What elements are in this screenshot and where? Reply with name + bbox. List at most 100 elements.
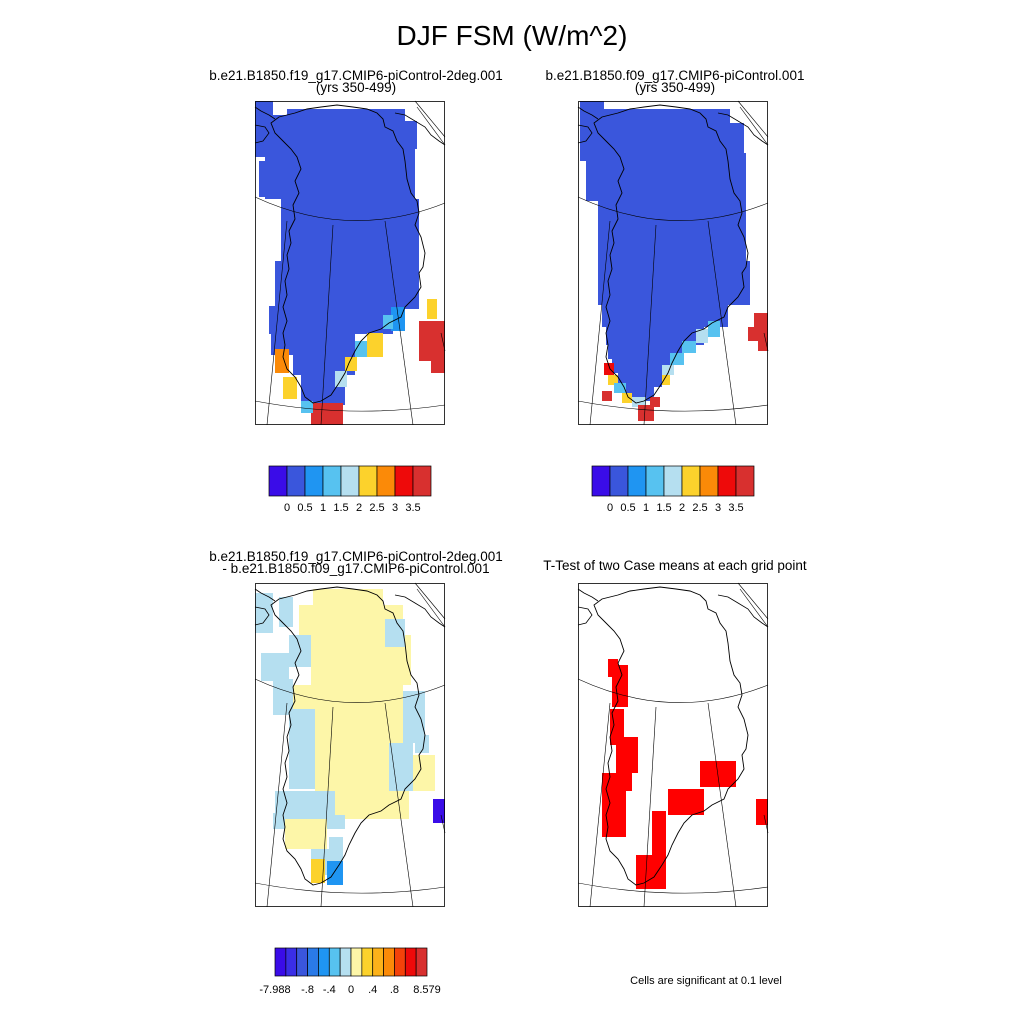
map-cell	[311, 859, 325, 883]
map-cell	[313, 589, 383, 605]
graticule-line	[577, 678, 769, 703]
map-frame	[255, 583, 445, 907]
map-panel-case2	[577, 100, 769, 426]
map-cell	[311, 403, 343, 425]
colorbar-swatch	[340, 465, 360, 497]
colorbar-swatch	[318, 947, 330, 977]
colorbar-swatch	[328, 947, 341, 977]
map-cell	[327, 815, 345, 829]
graticule-line	[416, 588, 446, 628]
map-panel-ttest	[577, 582, 769, 908]
colorbar-swatch	[339, 947, 352, 977]
map-cell	[315, 755, 435, 791]
graticule-line	[254, 882, 446, 894]
map-cell	[255, 593, 273, 633]
coastline-islands	[254, 106, 276, 120]
map-cell	[614, 383, 626, 393]
graticule-line	[643, 706, 657, 908]
map-cell	[279, 597, 293, 627]
map-cell	[608, 375, 618, 385]
map-cell	[419, 321, 445, 361]
diff-title-line1: b.e21.B1850.f19_g17.CMIP6-piControl-2deg…	[209, 549, 503, 564]
colorbar-swatch	[268, 465, 288, 497]
map-cell	[301, 401, 313, 413]
colorbar-tick-label: 0.5	[297, 502, 313, 514]
map-cell	[650, 397, 660, 407]
ttest-title: T-Test of two Case means at each grid po…	[543, 558, 807, 573]
colorbar-tick-label: 0	[347, 984, 355, 996]
map-cell	[748, 327, 758, 341]
map-cell	[602, 391, 612, 401]
map-cell	[259, 161, 273, 197]
colorbar-tick-label: 2.5	[369, 502, 385, 514]
colorbar-swatch	[412, 465, 432, 497]
graticule-line	[707, 220, 737, 426]
colorbar-swatch	[404, 947, 417, 977]
map-cell	[403, 691, 425, 743]
map-cell	[612, 665, 628, 707]
graticule-line	[577, 400, 769, 412]
map-cell	[598, 261, 750, 305]
coastline-islands	[577, 124, 593, 144]
map-cell	[612, 359, 672, 373]
graticule-line	[707, 702, 737, 908]
map-cell	[618, 373, 662, 387]
colorbar-tick-label: 1	[642, 502, 650, 514]
map-cell	[275, 349, 289, 373]
graticule-line	[414, 582, 446, 620]
colorbar-tick-label: 8.579	[413, 984, 441, 996]
colorbar-swatch	[591, 465, 611, 497]
map-cell	[415, 735, 429, 753]
map-cell	[329, 837, 343, 861]
map-cell	[668, 789, 704, 815]
case2-title-line1: b.e21.B1850.f09_g17.CMIP6-piControl.001	[545, 68, 805, 83]
map-frame	[578, 101, 768, 425]
colorbar-swatch	[274, 947, 287, 977]
map-cell	[283, 377, 297, 399]
map-cells	[580, 101, 768, 421]
graticule-line	[320, 224, 334, 426]
map-cell	[610, 709, 624, 745]
colorbar-swatch	[415, 947, 428, 977]
coastline-islands	[254, 588, 276, 602]
map-cell	[289, 709, 315, 789]
map-cell	[606, 327, 704, 345]
map-cell	[662, 375, 670, 385]
colorbar-tick-label: 0	[606, 502, 614, 514]
map-cell	[622, 769, 632, 791]
map-cell	[273, 679, 293, 715]
colorbar-tick-label: 3.5	[405, 502, 421, 514]
map-cell	[604, 363, 614, 375]
colorbar-swatch	[645, 465, 665, 497]
colorbar-tick-label: 1.5	[333, 502, 349, 514]
graticule-line	[589, 220, 611, 426]
map-cell	[586, 153, 746, 201]
map-cell	[289, 635, 311, 667]
map-cell	[622, 393, 632, 403]
map-frame	[255, 101, 445, 425]
colorbar-tick-label: 0.5	[620, 502, 636, 514]
case1-title-line1: b.e21.B1850.f19_g17.CMIP6-piControl-2deg…	[209, 68, 503, 83]
graticule-line	[416, 106, 446, 146]
map-cell	[624, 747, 638, 771]
map-cell	[265, 149, 415, 199]
colorbar-swatch	[376, 465, 396, 497]
coastline-islands	[577, 588, 599, 602]
map-cell	[758, 339, 768, 351]
coastline-islands	[394, 594, 446, 628]
map-cell	[638, 405, 654, 421]
colorbar-tick-label: 3.5	[728, 502, 744, 514]
colorbar-swatch	[609, 465, 629, 497]
coastline-islands	[717, 594, 769, 628]
map-cell	[389, 743, 413, 791]
colorbar-swatch	[394, 465, 414, 497]
colorbar-tick-label: 3	[391, 502, 399, 514]
colorbar-swatch	[296, 947, 308, 977]
significance-note: Cells are significant at 0.1 level	[630, 975, 782, 987]
map-cell	[431, 357, 445, 373]
map-cell	[345, 357, 357, 371]
colorbar-tick-label: -.4	[322, 984, 336, 996]
graticule-line	[384, 702, 414, 908]
coastline-greenland	[593, 104, 749, 404]
colorbar-swatch	[383, 947, 395, 977]
